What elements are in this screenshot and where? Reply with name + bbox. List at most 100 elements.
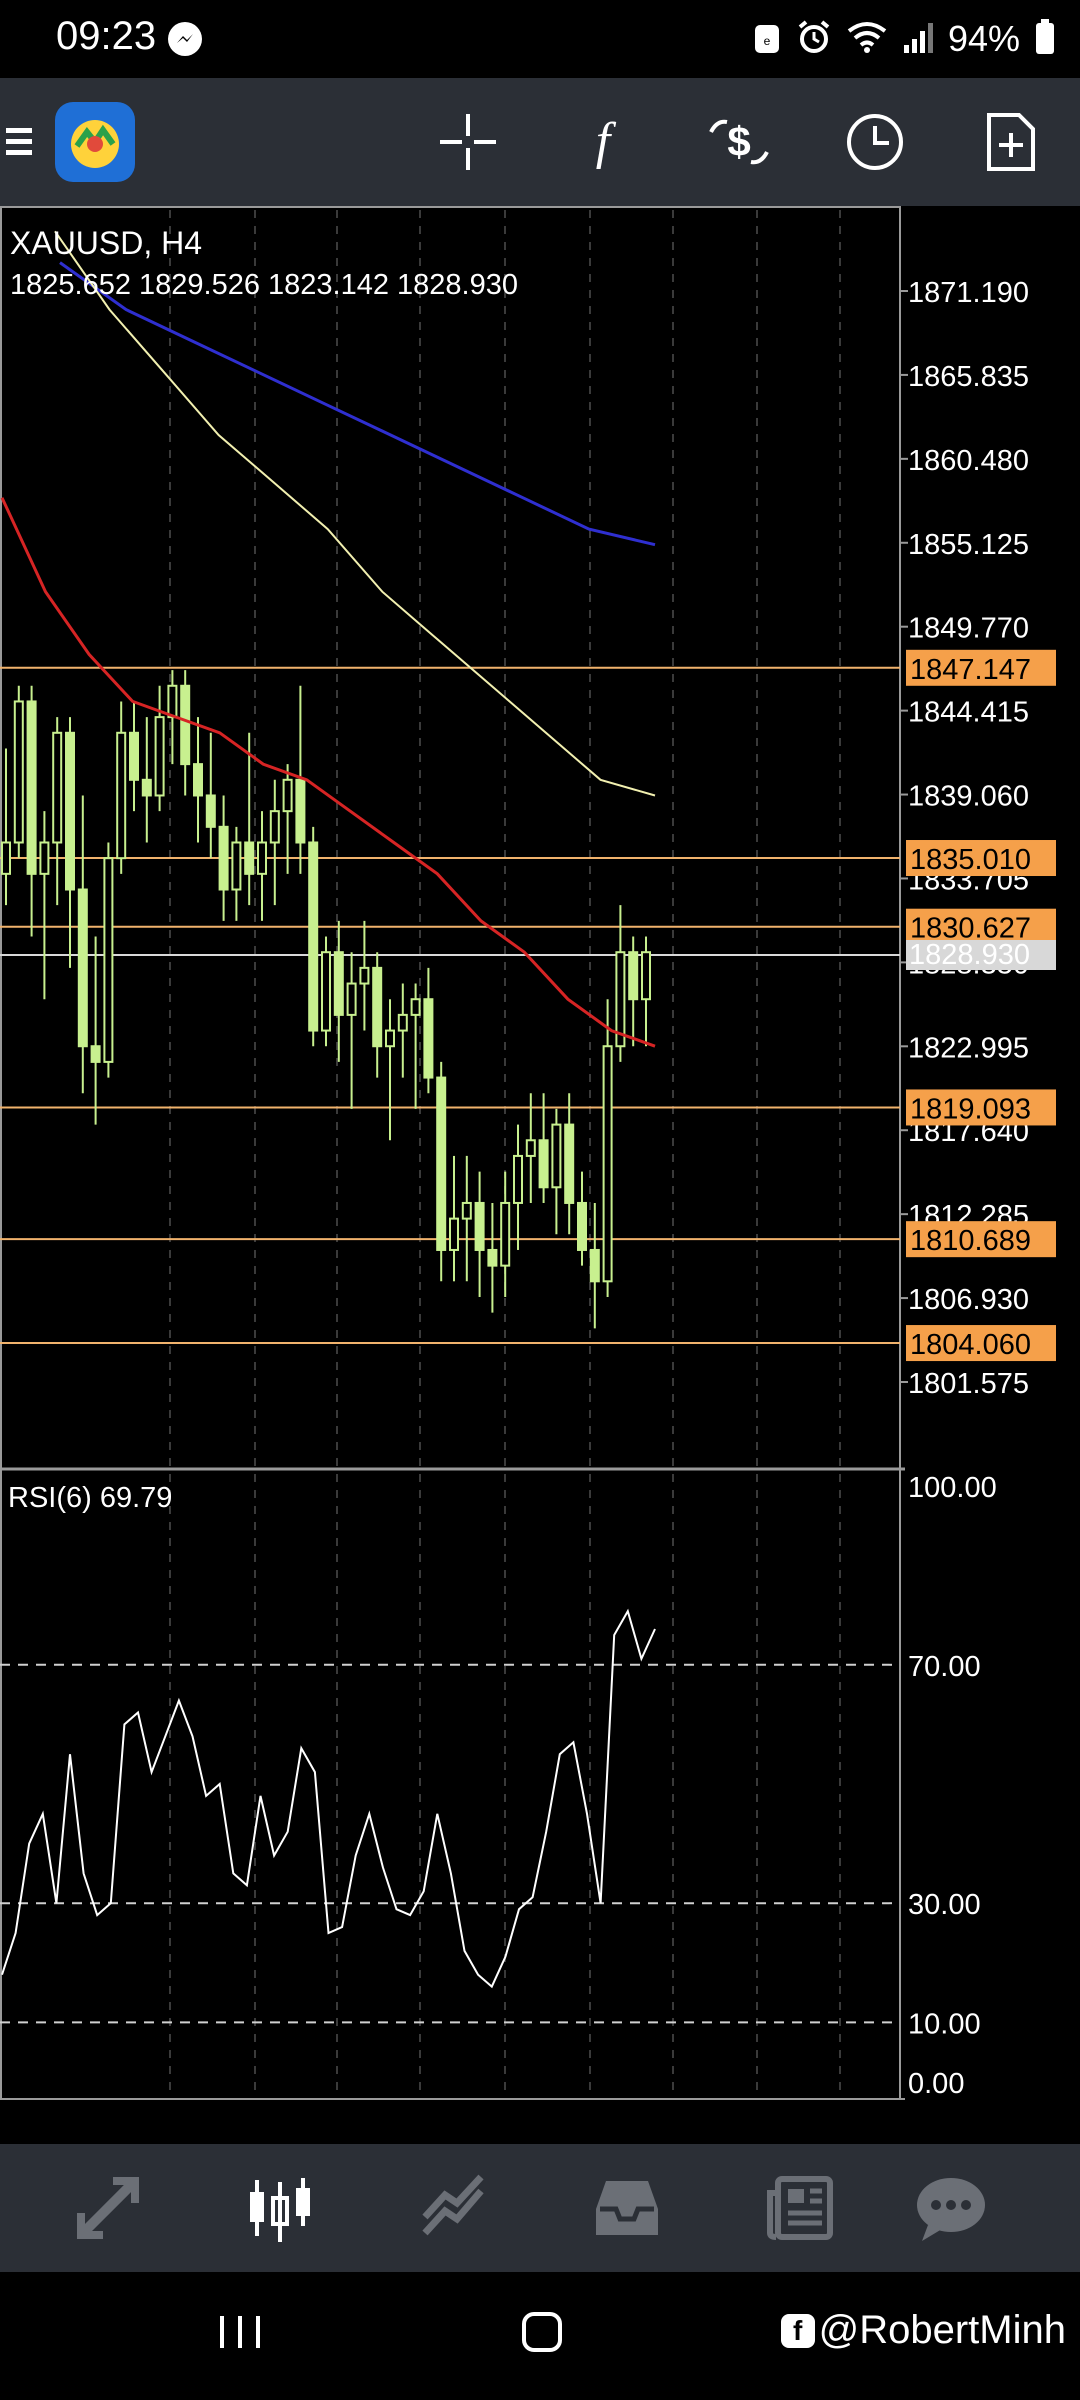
- app-logo[interactable]: [40, 78, 150, 206]
- candle-body: [257, 841, 267, 875]
- rsi-label: 0.00: [908, 2068, 964, 2100]
- watermark: f @RobertMinh: [780, 2308, 1066, 2353]
- candlesticks: [1, 670, 651, 1329]
- nav-messages[interactable]: [881, 2144, 1021, 2272]
- candle-body: [77, 888, 88, 1048]
- ma-red-line: [0, 497, 656, 1048]
- symbol-button[interactable]: $: [684, 78, 794, 206]
- candle-body: [628, 951, 639, 1001]
- system-navigation: [0, 2272, 1080, 2400]
- new-order-icon: [987, 113, 1035, 171]
- indicators-icon: f: [596, 113, 617, 170]
- rsi-label: 70.00: [908, 1651, 981, 1683]
- level-label: 1810.689: [910, 1225, 1031, 1257]
- candle-body: [589, 1248, 600, 1283]
- candle-body: [231, 841, 242, 891]
- candle-body: [436, 1076, 447, 1251]
- home-icon: [522, 2312, 562, 2352]
- timeframe-button[interactable]: [820, 78, 930, 206]
- svg-text:$: $: [727, 118, 750, 165]
- candle-body: [577, 1201, 587, 1251]
- recents-button[interactable]: [216, 2302, 266, 2362]
- level-label-box: [906, 908, 1056, 945]
- price-label: 1871.190: [908, 277, 1029, 309]
- rsi-label: 30.00: [908, 1889, 981, 1921]
- ohlc-values: 1825.652 1829.526 1823.142 1828.930: [10, 269, 518, 301]
- candle-body: [500, 1201, 511, 1267]
- chart-icon: [250, 2178, 310, 2242]
- rsi-label: 100.00: [908, 1472, 997, 1504]
- candle-body: [269, 810, 280, 844]
- candle-body: [474, 1201, 485, 1251]
- svg-text:f: f: [596, 113, 617, 170]
- candle-body: [103, 857, 114, 1063]
- new-order-button[interactable]: [956, 78, 1066, 206]
- level-label-box: [906, 649, 1056, 686]
- candle-body: [180, 684, 191, 766]
- candle-body: [39, 841, 50, 875]
- rsi-axis: 100.00 70.00 30.00 10.00 0.00: [908, 1472, 997, 2100]
- candle-body: [308, 841, 319, 1032]
- messenger-icon: [168, 22, 202, 56]
- top-toolbar: f $: [0, 78, 1080, 206]
- candle-body: [461, 1201, 472, 1220]
- price-label: 1860.480: [908, 445, 1029, 477]
- candle-body: [615, 951, 626, 1048]
- candle-body: [52, 731, 63, 844]
- candle-body: [423, 998, 434, 1079]
- level-label: 1830.627: [910, 913, 1031, 945]
- nav-history[interactable]: [557, 2144, 697, 2272]
- candle-body: [90, 1045, 101, 1063]
- level-label-box: [906, 1325, 1056, 1362]
- symbol-icon: $: [709, 118, 769, 165]
- candle-body: [141, 778, 152, 797]
- battery-percent: 94%: [947, 18, 1020, 59]
- nav-news[interactable]: [731, 2144, 871, 2272]
- price-label: 1844.415: [908, 697, 1029, 729]
- quotes-icon: [77, 2177, 139, 2239]
- candle-body: [397, 1013, 408, 1032]
- menu-button[interactable]: [0, 78, 40, 206]
- level-label-box: [906, 1221, 1056, 1258]
- signal-icon: [902, 19, 934, 60]
- candle-body: [205, 794, 216, 828]
- candle-body: [321, 951, 331, 1032]
- price-label: 1855.125: [908, 529, 1029, 561]
- level-label-box: [906, 1089, 1056, 1126]
- candle-body: [538, 1139, 549, 1189]
- nav-quotes[interactable]: [38, 2144, 178, 2272]
- chart-area[interactable]: 1871.190 1865.835 1860.480 1855.125 1849.770…: [0, 206, 1080, 2100]
- candle-body: [385, 1029, 395, 1048]
- vertical-grid: [169, 210, 841, 2098]
- candle-body: [641, 951, 651, 1001]
- candle-body: [167, 684, 178, 719]
- candle-body: [449, 1217, 459, 1251]
- svg-text:e: e: [764, 34, 771, 48]
- crosshair-button[interactable]: [413, 78, 523, 206]
- candle-body: [65, 731, 75, 891]
- ma-blue-line: [59, 261, 656, 547]
- timeframe-icon: [847, 114, 903, 170]
- price-chart[interactable]: 1871.190 1865.835 1860.480 1855.125 1849.770…: [0, 206, 1080, 2100]
- price-label: 1849.770: [908, 613, 1029, 645]
- level-label: 1819.093: [910, 1093, 1031, 1125]
- nav-chart[interactable]: [210, 2144, 350, 2272]
- battery-icon: [1034, 18, 1056, 61]
- candle-body: [244, 841, 255, 875]
- indicators-button[interactable]: f: [548, 78, 658, 206]
- menu-icon: [6, 128, 32, 155]
- home-button[interactable]: [512, 2302, 572, 2362]
- candle-body: [602, 1045, 613, 1283]
- nav-trade[interactable]: [384, 2144, 524, 2272]
- symbol-title: XAUUSD, H4: [10, 225, 202, 261]
- current-price-box: [906, 940, 1056, 970]
- chat-icon: [917, 2178, 985, 2241]
- current-price-label: 1828.930: [909, 939, 1030, 971]
- rsi-line: [1, 1608, 656, 1989]
- candle-body: [116, 731, 127, 860]
- candle-body: [154, 716, 165, 797]
- bottom-navigation: [0, 2144, 1080, 2272]
- level-label: 1804.060: [910, 1329, 1031, 1361]
- price-label: 1822.995: [908, 1032, 1029, 1064]
- candle-body: [295, 778, 306, 844]
